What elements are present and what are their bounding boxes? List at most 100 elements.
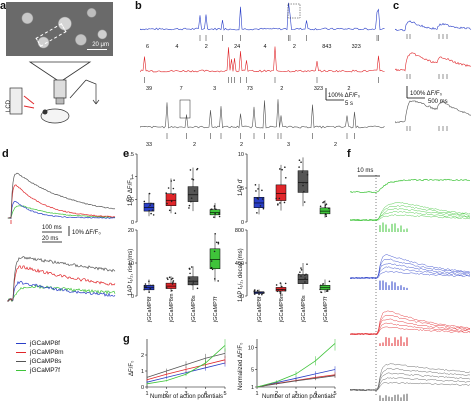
f-trace bbox=[350, 322, 471, 336]
e-point bbox=[215, 208, 217, 211]
e-point bbox=[300, 269, 303, 271]
e-point bbox=[143, 288, 145, 291]
e-point bbox=[284, 289, 287, 292]
e-point bbox=[324, 204, 327, 207]
e-point bbox=[262, 207, 265, 210]
spike-count-label: 39 bbox=[146, 86, 152, 92]
e-point bbox=[149, 204, 151, 207]
c-time-label: 500 ms bbox=[428, 99, 448, 105]
e-point bbox=[256, 197, 259, 200]
e-point bbox=[189, 169, 192, 171]
e-point bbox=[256, 289, 259, 292]
f-trace bbox=[350, 263, 471, 279]
e-point bbox=[191, 178, 193, 180]
e-point bbox=[325, 203, 328, 205]
f-trace bbox=[350, 318, 471, 335]
e-point bbox=[168, 209, 171, 212]
e-point bbox=[218, 213, 220, 215]
e-point bbox=[211, 208, 213, 211]
spike-count-label: 323 bbox=[352, 44, 361, 50]
panel-c-traces bbox=[395, 20, 472, 131]
trace-d-lower-jGCaMP8f bbox=[7, 280, 116, 303]
e-point bbox=[298, 166, 300, 168]
e-point bbox=[306, 263, 308, 265]
e-box-jGCaMP8f bbox=[253, 196, 265, 208]
f-trace bbox=[350, 205, 471, 222]
e-point bbox=[166, 277, 168, 279]
e-point bbox=[322, 284, 324, 286]
f-time-label: 10 ms bbox=[357, 168, 374, 174]
f-trace-top bbox=[350, 178, 471, 194]
e-point bbox=[305, 273, 307, 276]
trace-d-lower-jGCaMP8m bbox=[7, 265, 116, 303]
spike-count-label: 7 bbox=[180, 86, 183, 92]
g-left-ylabel: ΔF/F₀ bbox=[129, 360, 135, 377]
f-trace bbox=[350, 201, 471, 221]
b-amp-label: 100% ΔF/F₀ bbox=[328, 93, 361, 99]
scale-label-a: 20 μm bbox=[92, 42, 109, 48]
e-point bbox=[192, 280, 194, 282]
spike-count-label: 73 bbox=[247, 86, 253, 92]
g-xtick-label: 3 bbox=[184, 391, 187, 397]
e-point bbox=[256, 212, 258, 214]
two-photon-image: 20 μm bbox=[6, 2, 113, 56]
e-point bbox=[171, 277, 174, 280]
e-tick-label: 20 bbox=[128, 228, 134, 234]
e-point bbox=[261, 293, 263, 296]
e-box-jGCaMP7f bbox=[209, 248, 221, 270]
e-point bbox=[261, 292, 264, 295]
e-point bbox=[215, 241, 218, 244]
e-point bbox=[165, 192, 167, 194]
e-point bbox=[167, 187, 170, 189]
e-point bbox=[284, 166, 286, 169]
e-point bbox=[297, 273, 300, 276]
g-ytick-label: 2 bbox=[141, 353, 144, 359]
e-tick-label: 0 bbox=[241, 220, 244, 226]
e-point bbox=[148, 206, 150, 208]
e-point bbox=[257, 188, 259, 190]
e-point bbox=[254, 289, 256, 291]
spike-count-label: 2 bbox=[240, 142, 243, 148]
spike-count-label: 4 bbox=[175, 44, 178, 50]
e-point bbox=[193, 190, 196, 192]
spike-count-label: 3 bbox=[213, 86, 216, 92]
e-point bbox=[324, 213, 327, 215]
g-xtick-label: 4 bbox=[314, 391, 317, 397]
legend-swatch bbox=[16, 360, 26, 363]
e-point bbox=[150, 202, 152, 205]
e-tick-label: 1 bbox=[131, 175, 134, 181]
e-tl-ylabel: 1AP ΔF/F₀ bbox=[128, 177, 134, 206]
e-point bbox=[191, 283, 193, 286]
panel-label-f: f bbox=[347, 148, 351, 160]
e-point bbox=[172, 187, 175, 190]
trace-c-1 bbox=[395, 52, 472, 72]
e-tick-label: 0 bbox=[131, 294, 134, 300]
e-point bbox=[319, 288, 321, 291]
f-trace bbox=[350, 208, 471, 221]
spike-count-label: 2 bbox=[334, 142, 337, 148]
e-point bbox=[304, 277, 306, 279]
g-right-xlabel: Number of action potentials bbox=[262, 394, 336, 400]
panel-label-g: g bbox=[123, 333, 130, 345]
f-trace bbox=[350, 214, 471, 221]
e-point bbox=[214, 212, 216, 215]
g-xtick-label: 4 bbox=[204, 391, 207, 397]
e-point bbox=[196, 287, 199, 290]
g-ytick-label: 0 bbox=[141, 385, 144, 391]
e-tick-label: 0 bbox=[241, 294, 244, 300]
c-amp-label: 100% ΔF/F₀ bbox=[410, 91, 443, 97]
e-point bbox=[213, 216, 215, 218]
g-xtick-label: 2 bbox=[275, 391, 278, 397]
e-point bbox=[281, 288, 284, 291]
e-bl-ylabel: 1AP t₁/₂, rise (ms) bbox=[128, 248, 134, 296]
e-tick-label: 1.5 bbox=[126, 152, 134, 158]
e-point bbox=[300, 267, 302, 269]
spike-count-label: 4 bbox=[264, 44, 267, 50]
e-point bbox=[302, 181, 304, 184]
e-point bbox=[302, 184, 304, 187]
e-tr-ylabel: 1AP d' bbox=[238, 178, 244, 196]
trace-blue bbox=[140, 2, 385, 31]
visual-stimulus-icon bbox=[23, 95, 35, 109]
e-point bbox=[190, 200, 192, 203]
e-point bbox=[174, 212, 177, 215]
